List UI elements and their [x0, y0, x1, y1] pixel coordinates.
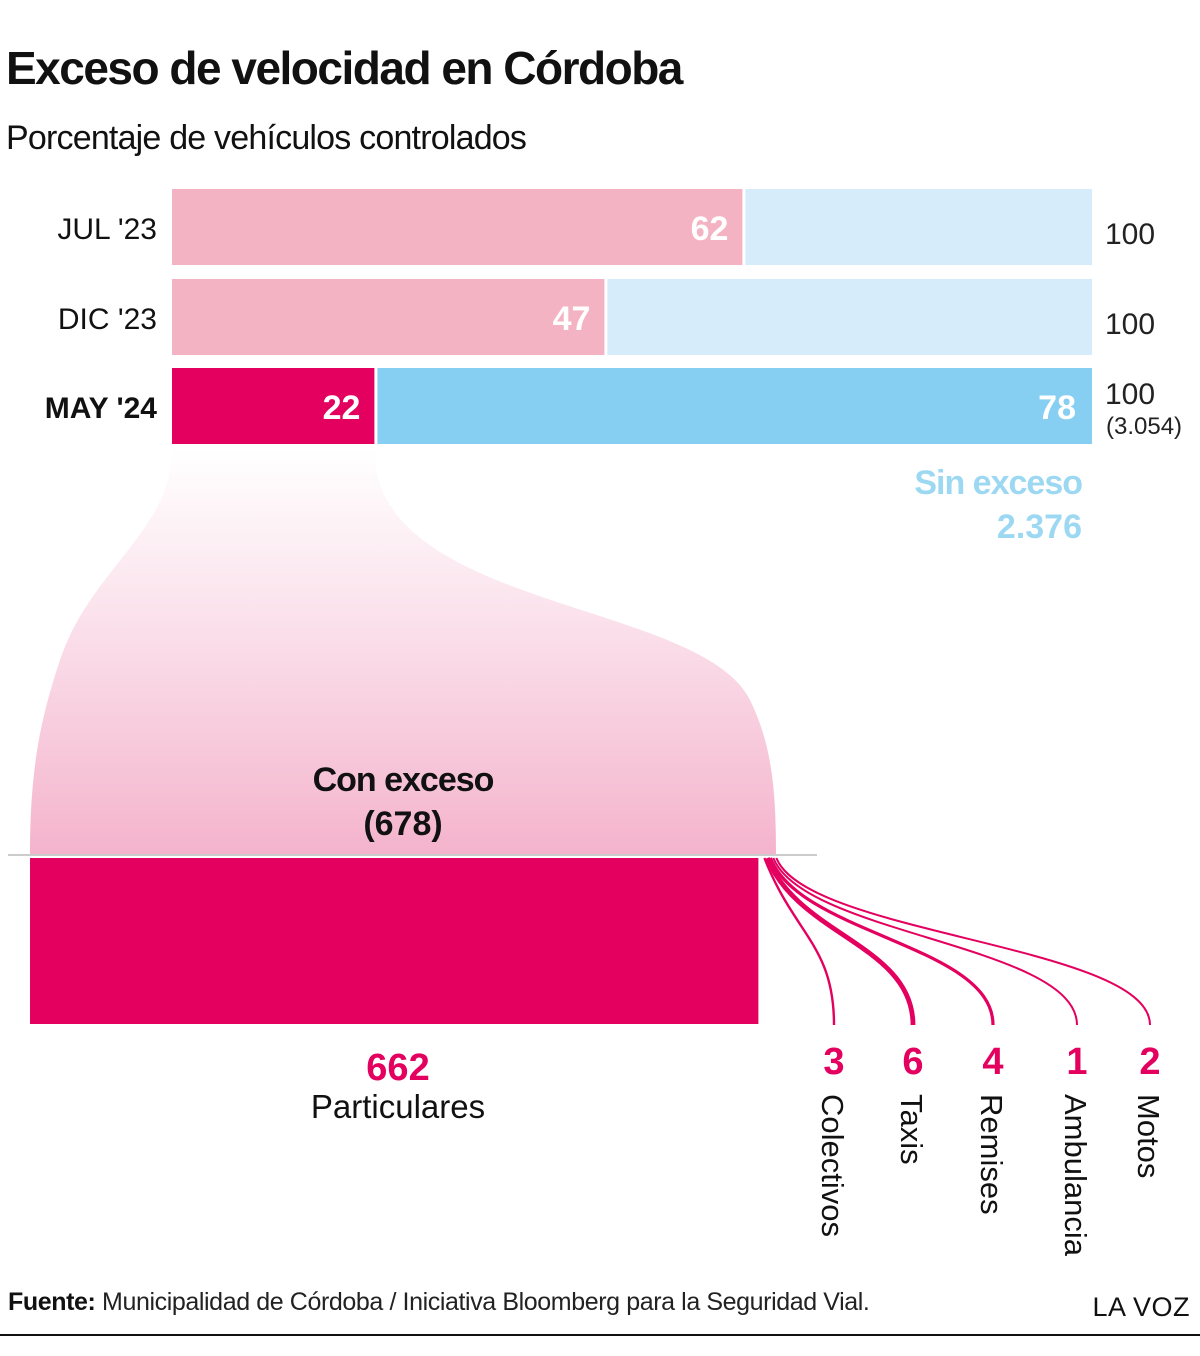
source-label: Fuente: — [8, 1288, 96, 1316]
value-remises: 4 — [982, 1041, 1003, 1083]
label-ambulancia: Ambulancia — [1058, 1094, 1093, 1257]
value-taxis: 6 — [902, 1041, 923, 1083]
flow-line-taxis — [765, 857, 916, 1026]
bar-con-exceso — [172, 189, 743, 265]
total-detail-label: (3.054) — [1106, 413, 1182, 440]
label-motos: Motos — [1131, 1094, 1166, 1178]
value-ambulancia: 1 — [1066, 1041, 1087, 1083]
particulares-label: Particulares — [311, 1088, 485, 1125]
total-label: 100 — [1105, 308, 1155, 341]
label-remises: Remises — [974, 1094, 1009, 1215]
category-label: DIC '23 — [58, 303, 157, 336]
data-label: 47 — [553, 300, 591, 338]
bar-con-exceso — [172, 279, 605, 355]
sin-exceso-label: Sin exceso — [914, 464, 1082, 502]
sin-exceso-count: 2.376 — [997, 508, 1082, 546]
flow-line-colectivos — [763, 857, 836, 1026]
brand-logo: LA VOZ — [1092, 1292, 1190, 1322]
con-exceso-label: Con exceso — [313, 761, 494, 799]
category-label: JUL '23 — [57, 213, 157, 246]
total-label: 100 — [1105, 218, 1155, 251]
flow-line-remises — [768, 857, 995, 1026]
bar-con-exceso — [172, 368, 375, 444]
chart-title: Exceso de velocidad en Córdoba — [6, 42, 683, 94]
data-label: 62 — [691, 210, 729, 248]
data-label: 22 — [323, 389, 361, 427]
bar-sin-exceso — [377, 368, 1092, 444]
data-label: 78 — [1038, 389, 1076, 427]
flow-line-motos — [775, 857, 1151, 1026]
total-label: 100 — [1105, 378, 1155, 411]
value-motos: 2 — [1139, 1041, 1160, 1083]
bar-sin-exceso — [607, 279, 1092, 355]
source-note: Fuente: Municipalidad de Córdoba / Inici… — [8, 1288, 870, 1317]
chart-subtitle: Porcentaje de vehículos controlados — [6, 119, 527, 157]
bar-particulares — [30, 858, 759, 1024]
footer-rule — [0, 1334, 1200, 1336]
source-text: Municipalidad de Córdoba / Iniciativa Bl… — [95, 1288, 870, 1316]
con-exceso-count: (678) — [363, 805, 442, 843]
flow-line-ambulancia — [772, 857, 1078, 1026]
value-colectivos: 3 — [823, 1041, 844, 1083]
particulares-value: 662 — [366, 1047, 429, 1089]
flow-shape — [30, 450, 776, 855]
label-taxis: Taxis — [894, 1094, 929, 1165]
category-label: MAY '24 — [45, 392, 158, 425]
label-colectivos: Colectivos — [815, 1094, 850, 1237]
bar-sin-exceso — [745, 189, 1092, 265]
